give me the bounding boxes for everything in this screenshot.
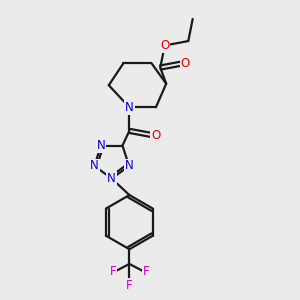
Text: N: N: [107, 172, 116, 185]
Text: N: N: [125, 159, 134, 172]
Text: O: O: [151, 129, 160, 142]
Text: F: F: [126, 279, 133, 292]
Text: N: N: [125, 101, 134, 114]
Text: F: F: [142, 265, 149, 278]
Text: O: O: [181, 57, 190, 70]
Text: O: O: [160, 39, 169, 52]
Text: F: F: [110, 265, 116, 278]
Text: N: N: [90, 159, 99, 172]
Text: N: N: [97, 139, 105, 152]
